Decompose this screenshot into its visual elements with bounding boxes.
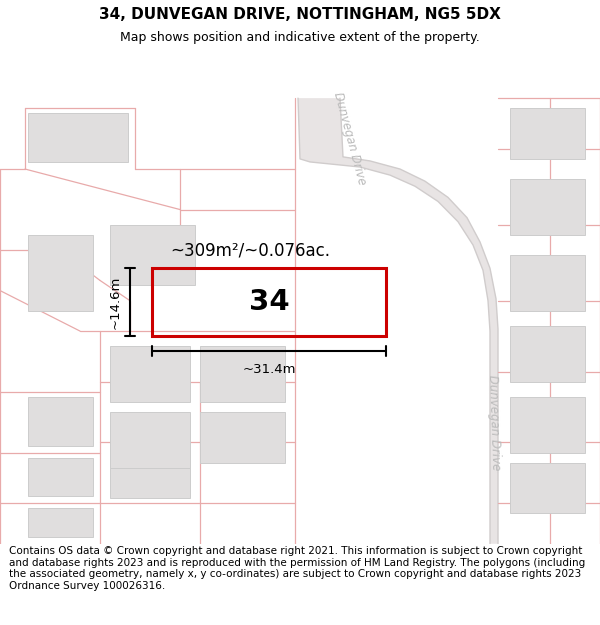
Polygon shape [110,346,190,402]
Polygon shape [28,113,128,162]
Text: 34: 34 [248,288,289,316]
Text: 34, DUNVEGAN DRIVE, NOTTINGHAM, NG5 5DX: 34, DUNVEGAN DRIVE, NOTTINGHAM, NG5 5DX [99,7,501,22]
Polygon shape [298,98,498,544]
Polygon shape [510,255,585,311]
Text: Dunvegan Drive: Dunvegan Drive [486,374,502,470]
Text: ~14.6m: ~14.6m [109,276,122,329]
Polygon shape [510,462,585,513]
Polygon shape [510,397,585,452]
Polygon shape [110,412,190,468]
Text: Dunvegan Drive: Dunvegan Drive [331,91,368,186]
Text: ~309m²/~0.076ac.: ~309m²/~0.076ac. [170,241,330,259]
Text: ~31.4m: ~31.4m [242,364,296,376]
Polygon shape [510,179,585,235]
Polygon shape [510,326,585,382]
Polygon shape [110,225,195,286]
Polygon shape [110,468,190,498]
Polygon shape [200,346,285,402]
Polygon shape [200,412,285,462]
Polygon shape [28,235,93,311]
Text: Map shows position and indicative extent of the property.: Map shows position and indicative extent… [120,31,480,44]
Polygon shape [510,108,585,159]
Text: Contains OS data © Crown copyright and database right 2021. This information is : Contains OS data © Crown copyright and d… [9,546,585,591]
Polygon shape [28,458,93,496]
Polygon shape [28,397,93,446]
Polygon shape [28,508,93,537]
